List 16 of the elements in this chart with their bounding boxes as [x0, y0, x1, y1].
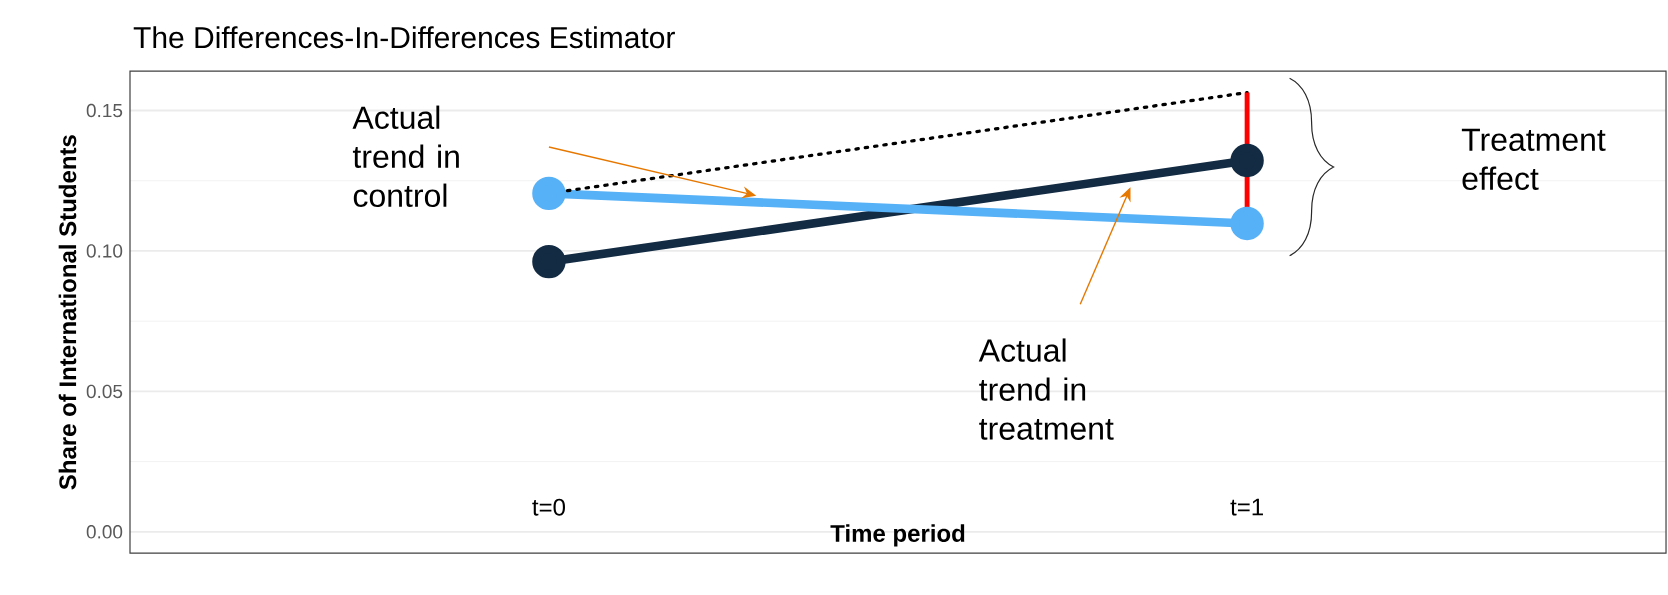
point [1230, 143, 1264, 178]
y-tick-label: 0.00 [86, 525, 123, 539]
annotation: Actual trend in control [352, 105, 459, 208]
point [1230, 206, 1264, 241]
x-tick-label: t=0 [532, 498, 565, 516]
y-tick-label: 0.15 [86, 103, 123, 118]
y-axis-title: Share of International Students [58, 135, 77, 490]
annotation: Actual trend in treatment [978, 338, 1114, 440]
y-tick-label: 0.10 [86, 244, 123, 258]
point [532, 244, 566, 279]
y-tick-label: 0.05 [86, 384, 123, 399]
x-axis-title: Time period [830, 524, 965, 547]
x-tick-label: t=1 [1230, 498, 1263, 516]
point [532, 176, 566, 211]
annotation: Treatment effect [1461, 128, 1606, 191]
chart-title: The Differences-In-Differences Estimator [133, 26, 675, 49]
